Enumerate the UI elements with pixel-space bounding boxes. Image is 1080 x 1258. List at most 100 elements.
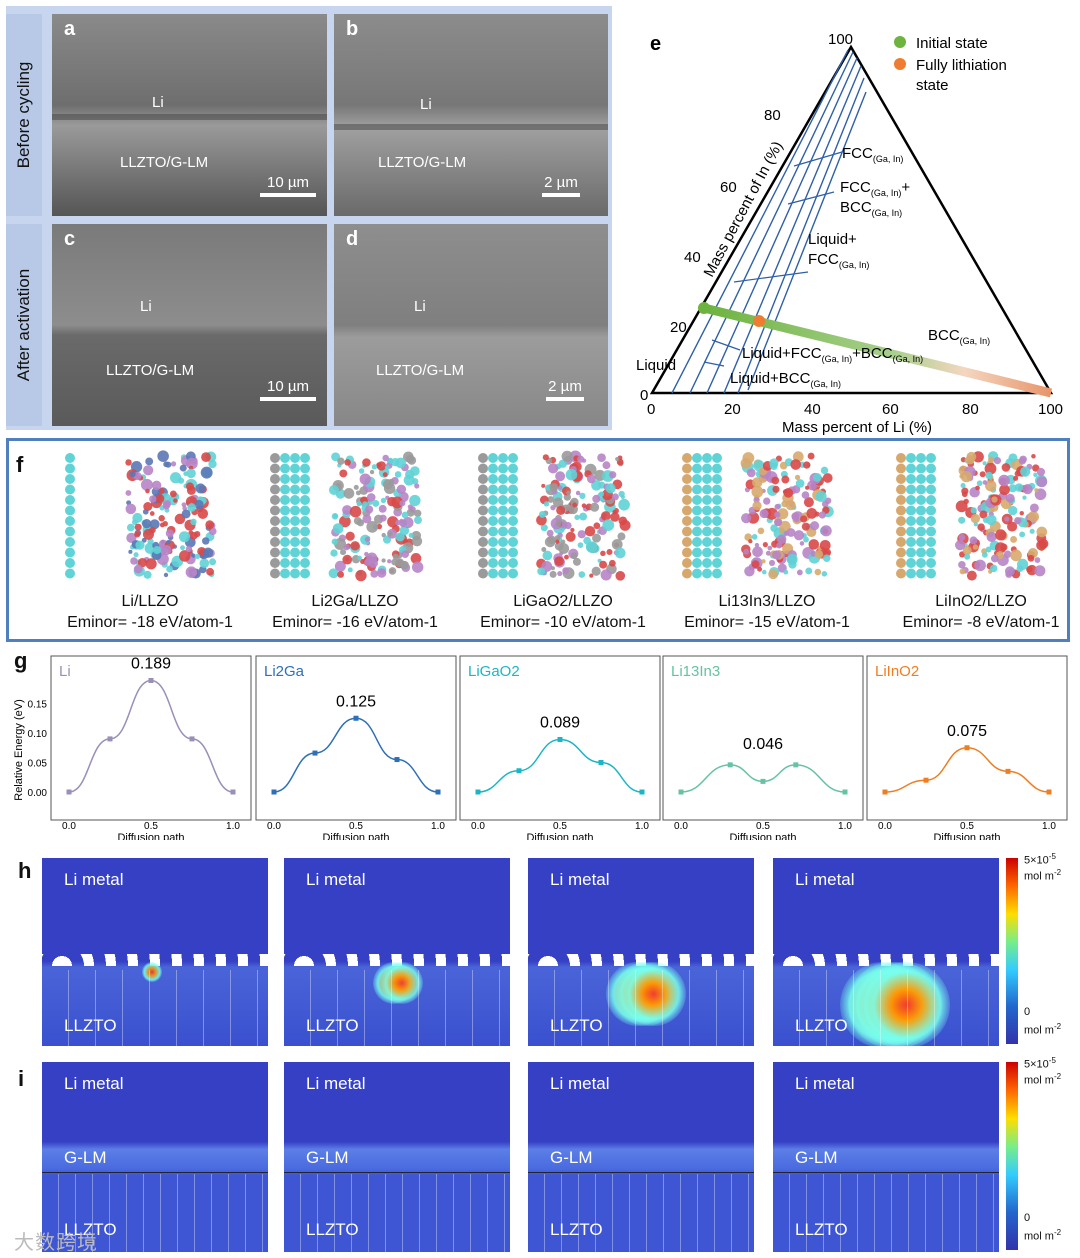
simulation-map: Li metal LLZTO xyxy=(528,858,754,1046)
scale-bar: 10 µm xyxy=(258,378,318,401)
data-point xyxy=(793,762,799,768)
y-tick-label: 0.15 xyxy=(28,700,48,711)
svg-text:100: 100 xyxy=(828,31,853,48)
x-axis-label: Diffusion path xyxy=(729,832,796,840)
data-point xyxy=(107,736,113,742)
data-point xyxy=(353,715,359,721)
data-point xyxy=(598,760,604,765)
x-axis-label: Diffusion path xyxy=(933,832,1000,840)
data-point xyxy=(678,789,684,795)
ternary-diagram: e 100 80 60 40 20 0 0 20 40 60 80 100 Ma… xyxy=(636,31,1063,436)
diffusion-barrier-charts: Relative Energy (eV) 0.0 0.5 1.0 Diffusion p… xyxy=(13,655,1068,840)
svg-text:FCC(Ga, In)+: FCC(Ga, In)+ xyxy=(840,179,910,198)
sem-image-c: c Li LLZTO/G-LM 10 µm xyxy=(52,224,327,426)
colorbar xyxy=(1006,1062,1018,1250)
legend-fully-2: state xyxy=(916,77,949,94)
svg-text:40: 40 xyxy=(804,401,821,418)
sem-li-label: Li xyxy=(414,298,426,315)
data-point xyxy=(882,789,888,795)
sem-image-d: d Li LLZTO/G-LM 2 µm xyxy=(334,224,608,426)
data-point xyxy=(1046,789,1052,795)
data-point xyxy=(727,762,733,768)
x-tick-label: 1.0 xyxy=(431,821,445,832)
y-tick-label: 0.00 xyxy=(28,788,48,799)
sim-glm-label: G-LM xyxy=(550,1148,593,1167)
initial-state-point xyxy=(698,302,710,314)
simulation-map: Li metal LLZTO G-LM xyxy=(42,1062,268,1252)
svg-text:0: 0 xyxy=(640,387,648,404)
colorbar-units: mol m-2 xyxy=(1024,868,1062,883)
sim-top-label: Li metal xyxy=(64,870,124,889)
sim-bottom-label: LLZTO xyxy=(64,1016,117,1035)
data-point xyxy=(66,789,72,795)
x-tick-label: 0.0 xyxy=(471,821,485,832)
structure-label: LiInO2/LLZO xyxy=(935,593,1027,610)
simulation-map: Li metal LLZTO xyxy=(42,858,268,1046)
sim-top-label: Li metal xyxy=(550,1074,610,1093)
x-tick-label: 0.5 xyxy=(960,821,974,832)
x-axis-label: Diffusion path xyxy=(322,832,389,840)
x-tick-label: 1.0 xyxy=(838,821,852,832)
sim-top-label: Li metal xyxy=(306,870,366,889)
x-tick-label: 0.5 xyxy=(756,821,770,832)
data-point xyxy=(189,736,195,742)
legend-initial: Initial state xyxy=(916,35,988,52)
sim-glm-label: G-LM xyxy=(64,1148,107,1167)
structure-energy: Eminor= -8 eV/atom-1 xyxy=(902,614,1060,631)
svg-text:40: 40 xyxy=(684,249,701,266)
panel-letter-e: e xyxy=(650,33,661,55)
svg-text:FCC(Ga, In): FCC(Ga, In) xyxy=(842,145,903,164)
panel-letter-h: h xyxy=(18,858,32,883)
barrier-label: 0.089 xyxy=(540,714,580,731)
data-point xyxy=(435,789,441,795)
data-point xyxy=(271,789,277,795)
sem-li-label: Li xyxy=(152,94,164,111)
svg-text:BCC(Ga, In): BCC(Ga, In) xyxy=(840,199,902,218)
structure-energy: Eminor= -10 eV/atom-1 xyxy=(480,614,646,631)
svg-text:BCC(Ga, In): BCC(Ga, In) xyxy=(928,327,990,346)
colorbar-zero: 0 xyxy=(1024,1006,1031,1018)
bottom-axis-label: Mass percent of Li (%) xyxy=(782,419,932,436)
scale-bar: 2 µm xyxy=(542,378,588,401)
sim-glm-label: G-LM xyxy=(795,1148,838,1167)
chart-title: LiGaO2 xyxy=(468,663,520,680)
sim-bottom-label: LLZTO xyxy=(795,1016,848,1035)
sem-sub-label: LLZTO/G-LM xyxy=(376,362,465,379)
structure-energy: Eminor= -16 eV/atom-1 xyxy=(272,614,438,631)
watermark: 大数跨境 xyxy=(14,1232,98,1254)
structure-model xyxy=(270,451,424,582)
sim-bottom-label: LLZTO xyxy=(795,1220,848,1239)
structures-frame xyxy=(6,438,1070,642)
sem-sub-label: LLZTO/G-LM xyxy=(106,362,195,379)
legend-initial-marker xyxy=(894,36,906,48)
x-tick-label: 0.5 xyxy=(349,821,363,832)
structure-model xyxy=(478,450,631,581)
chart-title: Li2Ga xyxy=(264,663,305,680)
sim-bottom-label: LLZTO xyxy=(550,1016,603,1035)
phase-boundaries xyxy=(671,49,867,394)
colorbar-units: mol m-2 xyxy=(1024,1072,1062,1087)
simulation-map: Li metal LLZTO G-LM xyxy=(284,1062,510,1252)
colorbar-max: 5×10-5 xyxy=(1024,852,1056,867)
svg-text:Liquid+: Liquid+ xyxy=(808,231,857,248)
sim-top-label: Li metal xyxy=(550,870,610,889)
sim-top-label: Li metal xyxy=(795,870,855,889)
chart-frame xyxy=(662,655,864,821)
fully-lithiated-point xyxy=(753,315,765,327)
structure-model xyxy=(896,451,1049,581)
sim-top-label: Li metal xyxy=(306,1074,366,1093)
chart-frame xyxy=(255,655,457,821)
structure-model xyxy=(65,450,217,579)
colorbar-units: mol m-2 xyxy=(1024,1022,1062,1037)
phase-labels: FCC(Ga, In) FCC(Ga, In)+ BCC(Ga, In) Liq… xyxy=(636,145,990,389)
structure-energy: Eminor= -15 eV/atom-1 xyxy=(684,614,850,631)
x-tick-label: 1.0 xyxy=(635,821,649,832)
sem-image-b: b Li LLZTO/G-LM 2 µm xyxy=(334,14,608,216)
x-tick-label: 1.0 xyxy=(1042,821,1056,832)
simulation-map: Li metal LLZTO G-LM xyxy=(528,1062,754,1252)
data-point xyxy=(475,789,481,795)
data-point xyxy=(964,745,970,751)
barrier-label: 0.046 xyxy=(743,736,783,753)
sem-image-a: a Li LLZTO/G-LM 10 µm xyxy=(52,14,327,216)
data-point xyxy=(394,757,400,763)
